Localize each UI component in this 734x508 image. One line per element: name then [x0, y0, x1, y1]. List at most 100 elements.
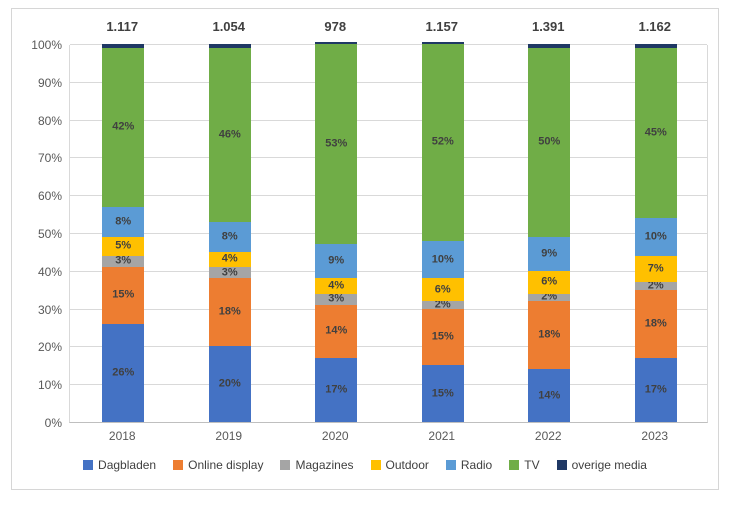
gridline: [70, 233, 707, 234]
legend-item-online-display: Online display: [173, 458, 263, 472]
data-label: 46%: [218, 128, 241, 141]
data-label: 4%: [328, 279, 345, 292]
stacked-bar-2021: 15% 15% 2% 6% 10% 52%: [421, 42, 464, 422]
bar-segment-dagbladen: 15%: [421, 365, 464, 422]
bar-segment-radio: 8%: [208, 221, 251, 252]
legend-swatch: [445, 460, 456, 470]
bar-segment-overige-media: [102, 44, 145, 48]
data-label: 53%: [325, 137, 348, 150]
legend-swatch: [556, 460, 567, 470]
bar-segment-dagbladen: 17%: [315, 357, 358, 422]
bar-segment-overige-media: [634, 44, 677, 48]
legend-item-overige-media: overige media: [556, 458, 647, 472]
bar-segment-online-display: 18%: [208, 278, 251, 347]
data-label: 8%: [221, 230, 238, 243]
bar-segment-tv: 42%: [102, 47, 145, 207]
stacked-bar-2022: 14% 18% 2% 6% 9% 50%: [528, 44, 571, 422]
bar-segment-online-display: 18%: [634, 289, 677, 358]
bar-total-label: 1.054: [212, 19, 246, 34]
stacked-bar-2023: 17% 18% 2% 7% 10% 45%: [634, 44, 677, 422]
gridline: [70, 81, 707, 83]
bar-segment-magazines: 2%: [634, 280, 677, 291]
x-category-label: 2023: [641, 429, 669, 443]
data-label: 15%: [112, 288, 135, 301]
data-label: 50%: [538, 135, 561, 148]
y-tick-label: 90%: [37, 75, 62, 90]
y-tick-label: 30%: [37, 302, 62, 317]
data-label: 2%: [541, 290, 558, 303]
data-label: 17%: [325, 383, 348, 396]
y-tick-label: 70%: [37, 151, 62, 166]
bar-segment-online-display: 18%: [528, 301, 571, 370]
bar-segment-dagbladen: 20%: [208, 346, 251, 422]
bar-segment-radio: 10%: [634, 217, 677, 256]
legend-item-dagbladen: Dagbladen: [83, 458, 156, 472]
bar-segment-tv: 53%: [315, 44, 358, 245]
bar-segment-radio: 8%: [102, 206, 145, 237]
data-label: 9%: [328, 254, 345, 267]
data-label: 6%: [541, 275, 558, 288]
legend-label: overige media: [571, 458, 647, 472]
stacked-bar-2020: 17% 14% 3% 4% 9% 53%: [315, 42, 358, 422]
plot-area: 26% 15% 3% 5% 8% 42% 20% 18% 3% 4% 8% 46% 17% 14% 3% 4%…: [69, 42, 708, 423]
bar-segment-radio: 10%: [421, 240, 464, 279]
gridline: [70, 44, 707, 45]
bar-segment-dagbladen: 26%: [102, 323, 145, 422]
gridline: [70, 119, 707, 121]
bar-segment-outdoor: 6%: [421, 278, 464, 302]
data-label: 3%: [221, 266, 238, 279]
data-label: 10%: [431, 253, 454, 265]
bar-segment-overige-media: [528, 44, 571, 48]
legend-label: Radio: [460, 458, 493, 472]
bar-total-label: 978: [324, 19, 347, 34]
bar-segment-radio: 9%: [528, 236, 571, 271]
data-label: 15%: [431, 387, 454, 400]
gridline: [70, 157, 707, 159]
bar-segment-tv: 45%: [634, 47, 677, 218]
data-label: 2%: [434, 298, 451, 311]
bar-segment-magazines: 3%: [208, 266, 251, 279]
bar-segment-outdoor: 6%: [528, 270, 571, 294]
bar-segment-radio: 9%: [315, 244, 358, 279]
data-label: 18%: [644, 317, 667, 330]
data-label: 17%: [644, 383, 667, 396]
data-label: 14%: [325, 324, 348, 337]
bar-segment-magazines: 3%: [315, 292, 358, 305]
legend-item-outdoor: Outdoor: [370, 458, 429, 472]
y-tick-label: 10%: [37, 378, 62, 393]
gridline: [70, 308, 707, 310]
data-label: 18%: [218, 305, 241, 318]
data-label: 45%: [644, 126, 667, 139]
bar-segment-outdoor: 4%: [315, 278, 358, 294]
gridline: [70, 384, 707, 386]
legend-label: TV: [524, 458, 540, 472]
legend-swatch: [509, 460, 520, 470]
bar-segment-overige-media: [421, 42, 464, 45]
bar-segment-magazines: 2%: [528, 290, 571, 303]
data-label: 26%: [112, 366, 135, 379]
stacked-bar-2019: 20% 18% 3% 4% 8% 46%: [208, 44, 251, 422]
legend-label: Dagbladen: [98, 458, 157, 472]
data-label: 20%: [218, 377, 241, 390]
bar-total-label: 1.117: [106, 19, 139, 34]
legend-item-magazines: Magazines: [280, 458, 354, 472]
bar-segment-tv: 46%: [208, 47, 251, 222]
bar-total-label: 1.157: [425, 19, 459, 34]
gridline: [70, 195, 707, 197]
bar-segment-outdoor: 5%: [102, 236, 145, 256]
bar-segment-online-display: 15%: [421, 308, 464, 366]
legend-item-radio: Radio: [445, 458, 493, 472]
data-label: 14%: [538, 389, 561, 402]
x-category-label: 2020: [321, 429, 349, 443]
data-label: 3%: [328, 292, 345, 305]
legend-item-tv: TV: [509, 458, 540, 472]
legend-label: Magazines: [295, 458, 354, 472]
y-tick-label: 40%: [37, 264, 62, 279]
legend-swatch: [280, 460, 291, 470]
y-tick-label: 100%: [31, 38, 62, 52]
bar-segment-outdoor: 4%: [208, 251, 251, 268]
data-label: 9%: [541, 247, 558, 260]
bar-segment-overige-media: [315, 42, 358, 45]
data-label: 5%: [115, 239, 132, 252]
